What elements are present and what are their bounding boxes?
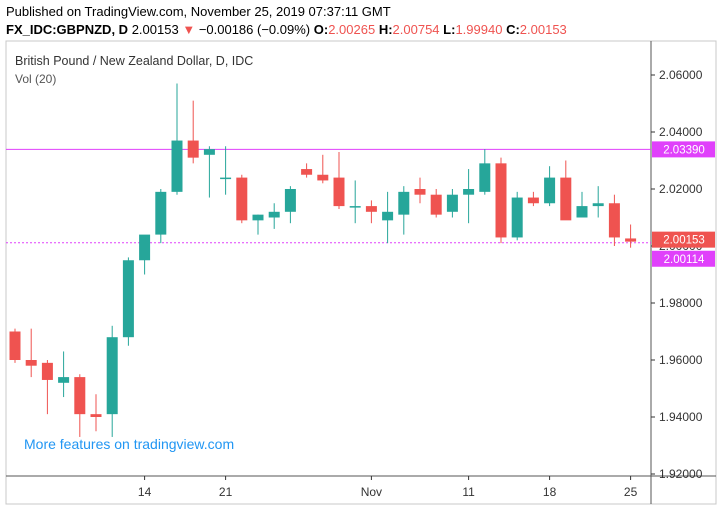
candle-body <box>608 203 620 238</box>
y-tick-label: 1.94000 <box>659 410 703 424</box>
volume-indicator-label[interactable]: Vol (20) <box>15 72 56 86</box>
price-axis[interactable]: 2.060002.040002.020002.000001.980001.960… <box>651 68 703 481</box>
low-value: 1.99940 <box>455 22 503 37</box>
candle-body <box>365 206 377 212</box>
candle-body <box>301 169 313 175</box>
price-label-box <box>652 231 715 248</box>
candle-body <box>139 234 151 261</box>
y-tick-label: 2.02000 <box>659 182 703 196</box>
candle-body <box>187 140 199 158</box>
candle-body <box>9 331 21 360</box>
candle-body <box>414 189 426 195</box>
candle-body <box>106 337 118 415</box>
price-change: −0.00186 (−0.09%) <box>198 22 311 37</box>
horizontal-lines <box>6 148 651 244</box>
low-label: L: <box>443 22 456 37</box>
price-label-text: 2.00153 <box>663 235 705 247</box>
candle-body <box>90 414 102 417</box>
y-tick-label: 2.06000 <box>659 68 703 82</box>
candle-body <box>576 206 588 218</box>
candle-body <box>252 214 264 221</box>
candle-body <box>41 362 53 380</box>
close-label: C: <box>506 22 520 37</box>
chart-title: British Pound / New Zealand Dollar, D, I… <box>15 54 253 68</box>
candle-body <box>463 189 475 195</box>
watermark-link[interactable]: More features on tradingview.com <box>24 436 234 452</box>
candle-body <box>268 211 280 218</box>
x-tick-label: 14 <box>138 485 152 499</box>
candle-body <box>495 163 507 238</box>
candle-body <box>560 177 572 221</box>
candle-body <box>317 174 329 181</box>
candle-body <box>349 206 361 208</box>
candle-body <box>203 149 215 155</box>
candle-body <box>171 140 183 192</box>
candle-body <box>446 194 458 212</box>
candle-body <box>155 191 167 235</box>
high-label: H: <box>378 22 393 37</box>
candle-body <box>592 203 604 207</box>
candle-body <box>544 177 556 204</box>
x-tick-label: 25 <box>624 485 638 499</box>
candle-body <box>511 197 523 238</box>
chart-frame <box>5 40 717 505</box>
candle-body <box>122 260 134 338</box>
price-labels: 2.03390 2.00153 2.00114 <box>652 141 715 267</box>
price-label-text: 2.03390 <box>663 144 705 156</box>
price-value: 2.00153 <box>131 22 179 37</box>
high-value: 2.00754 <box>392 22 440 37</box>
open-value: 2.00265 <box>328 22 376 37</box>
candle-body <box>625 238 637 242</box>
candle-body <box>74 377 86 415</box>
y-tick-label: 2.04000 <box>659 125 703 139</box>
candle-body <box>58 377 70 383</box>
candles <box>9 83 637 437</box>
time-axis[interactable]: 14 21 Nov 11 18 25 <box>138 476 638 499</box>
candle-body <box>527 197 539 204</box>
open-label: O: <box>313 22 329 37</box>
candle-body <box>333 177 345 207</box>
symbol-label: FX_IDC:GBPNZD, D <box>6 22 129 37</box>
candle-body <box>479 163 491 192</box>
x-tick-label: 21 <box>219 485 233 499</box>
x-tick-label: 18 <box>543 485 557 499</box>
close-value: 2.00153 <box>519 22 567 37</box>
candle-body <box>430 194 442 215</box>
candle-body <box>236 177 248 221</box>
symbol-quote-line: FX_IDC:GBPNZD, D 2.00153 ▼ −0.00186 (−0.… <box>6 22 567 37</box>
candle-body <box>25 360 37 366</box>
x-tick-label: Nov <box>361 485 382 499</box>
down-arrow-icon: ▼ <box>182 22 196 37</box>
candle-body <box>284 189 296 212</box>
price-label-box <box>652 141 715 158</box>
y-tick-label: 1.92000 <box>659 467 703 481</box>
candle-body <box>220 177 232 180</box>
y-tick-label: 1.96000 <box>659 353 703 367</box>
x-tick-label: 11 <box>462 485 475 499</box>
price-label-box <box>652 250 715 267</box>
candle-body <box>398 191 410 215</box>
price-label-text: 2.00114 <box>664 254 705 266</box>
candle-body <box>382 211 394 221</box>
publish-info: Published on TradingView.com, November 2… <box>6 4 391 19</box>
y-tick-label: 1.98000 <box>659 296 703 310</box>
